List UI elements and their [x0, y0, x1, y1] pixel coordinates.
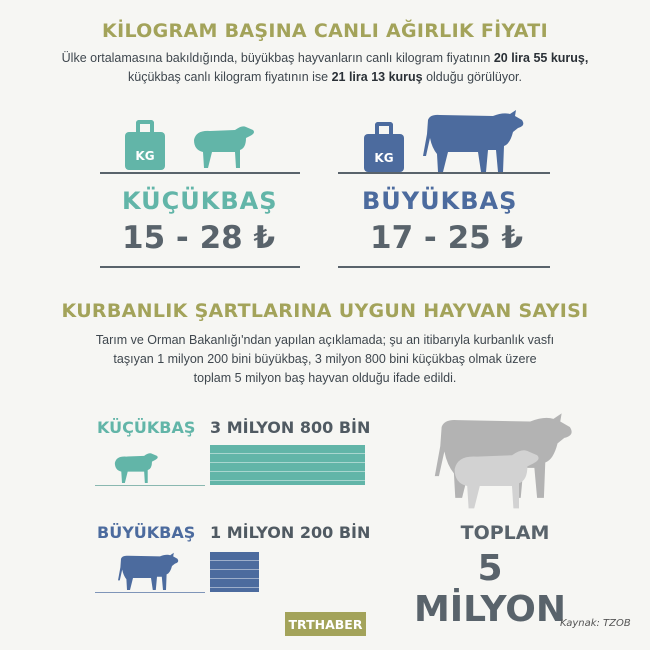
brand-logo: TRTHABER	[285, 612, 366, 636]
divider	[338, 266, 550, 268]
bar-buyukbas	[210, 552, 259, 592]
baseline	[95, 592, 205, 593]
row-value-buyukbas: 1 MİLYON 200 BİN	[210, 523, 371, 542]
kucukbas-price: 15 - 28 ₺	[122, 220, 276, 256]
buyukbas-price: 17 - 25 ₺	[370, 220, 524, 256]
kg-weight-icon: KG	[125, 120, 165, 170]
baseline	[95, 485, 205, 486]
sheep-icon	[114, 453, 158, 483]
divider	[338, 172, 550, 174]
section2-title: KURBANLIK ŞARTLARINA UYGUN HAYVAN SAYISI	[61, 300, 589, 322]
kucukbas-label: KÜÇÜKBAŞ	[122, 187, 278, 215]
bar-kucukbas	[210, 445, 365, 485]
source-text: Kaynak: TZOB	[560, 618, 631, 629]
bull-icon	[423, 110, 524, 172]
divider	[100, 266, 300, 268]
total-value: 5 MİLYON	[413, 548, 567, 630]
bull-icon	[118, 552, 179, 590]
kg-weight-icon: KG	[364, 122, 404, 172]
divider	[100, 172, 300, 174]
row-label-buyukbas: BÜYÜKBAŞ	[97, 523, 196, 542]
row-value-kucukbas: 3 MİLYON 800 BİN	[210, 418, 371, 437]
buyukbas-label: BÜYÜKBAŞ	[362, 187, 518, 215]
section2-text: Tarım ve Orman Bakanlığı'ndan yapılan aç…	[95, 333, 555, 385]
total-label: TOPLAM	[460, 522, 550, 544]
row-label-kucukbas: KÜÇÜKBAŞ	[97, 418, 196, 437]
section1-text: Ülke ortalamasına bakıldığında, büyükbaş…	[61, 51, 589, 84]
sheep-icon	[194, 126, 254, 168]
section1-title: KİLOGRAM BAŞINA CANLI AĞIRLIK FİYATI	[102, 20, 548, 42]
sheep-icon	[454, 450, 539, 509]
